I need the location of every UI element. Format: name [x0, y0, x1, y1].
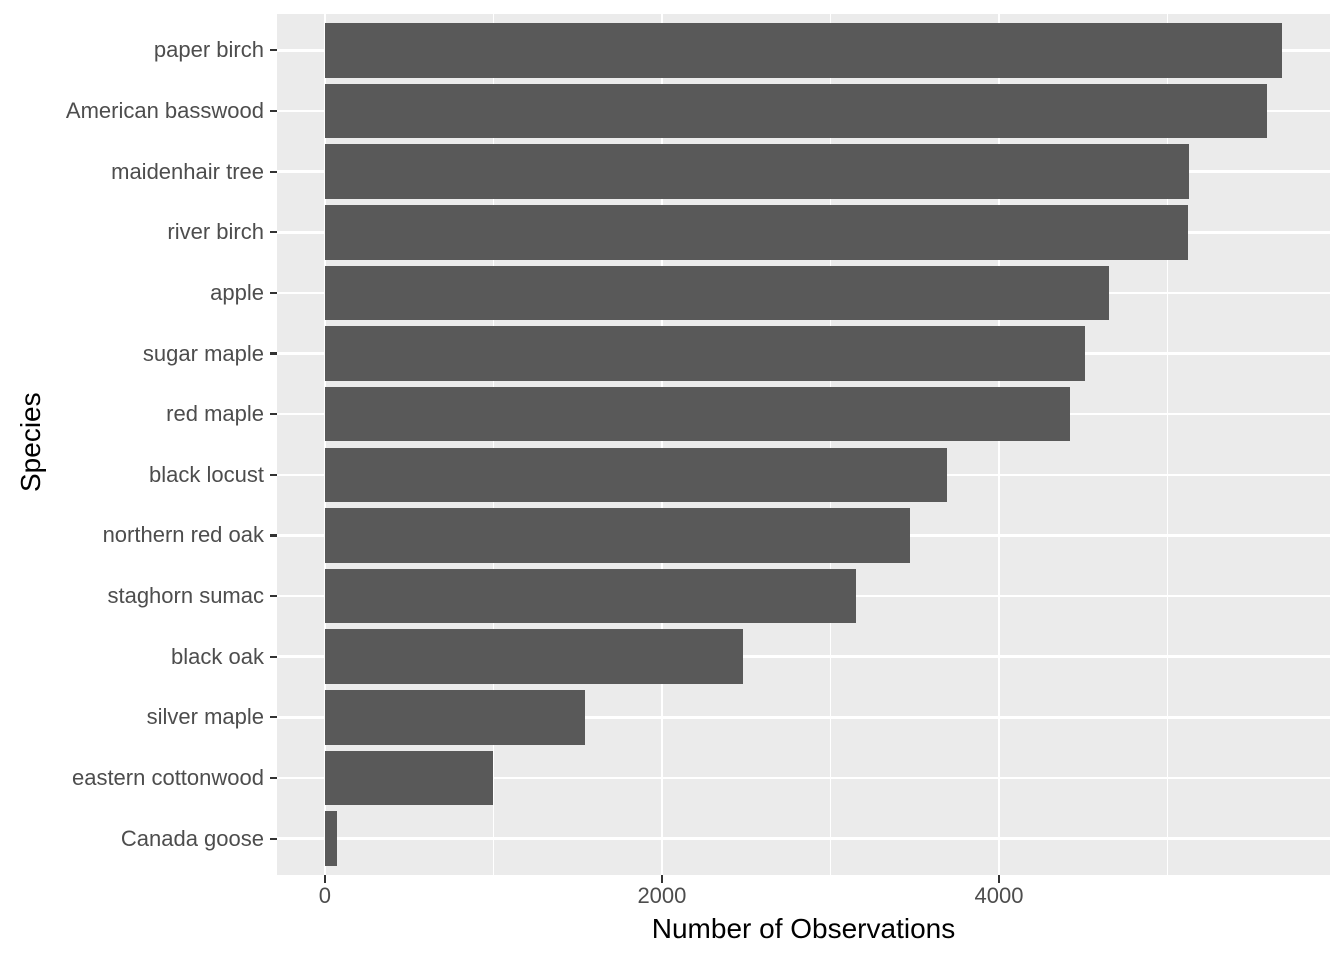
bar-silver-maple [324, 690, 586, 745]
y-axis-tick [270, 473, 277, 476]
y-axis-tick-label: eastern cottonwood [71, 764, 264, 790]
y-axis-tick-label: sugar maple [142, 340, 264, 366]
y-axis-tick [270, 776, 277, 780]
y-axis-tick [270, 352, 277, 355]
x-major-gridline [997, 14, 1001, 875]
y-axis-tick [270, 594, 277, 598]
bar-american-basswood [324, 83, 1267, 139]
y-axis-tick-label: river birch [167, 219, 264, 245]
y-axis-tick [270, 291, 277, 294]
y-major-gridline [277, 655, 1330, 658]
y-axis-tick-label: maidenhair tree [111, 158, 264, 184]
bar-canada-goose [324, 811, 338, 866]
y-major-gridline [277, 776, 1330, 780]
y-axis-tick-label: American basswood [65, 98, 264, 123]
y-major-gridline [277, 716, 1330, 719]
y-major-gridline [277, 837, 1330, 840]
bar-river-birch [324, 204, 1188, 260]
bar-paper-birch [324, 23, 1283, 78]
x-axis-tick [660, 875, 664, 883]
x-axis-title: Number of Observations [651, 913, 956, 944]
y-axis-tick-label: apple [210, 279, 264, 305]
y-axis-tick [270, 109, 277, 113]
y-axis-tick-label: northern red oak [102, 522, 264, 548]
x-axis-tick-label: 0 [318, 883, 331, 908]
bar-apple [324, 265, 1109, 321]
x-major-gridline [323, 14, 327, 875]
x-minor-gridline [492, 14, 495, 875]
x-minor-gridline [829, 14, 832, 875]
y-axis-tick-label: paper birch [153, 37, 264, 63]
y-axis-tick-label: red maple [166, 401, 264, 427]
x-axis-tick [997, 875, 1001, 883]
bar-staghorn-sumac [324, 568, 856, 624]
x-axis-tick-label: 4000 [974, 883, 1024, 908]
y-axis-tick-label: silver maple [146, 704, 264, 730]
y-axis-tick [270, 170, 277, 173]
y-axis-tick-label: black oak [171, 643, 264, 669]
y-axis-tick [270, 231, 277, 234]
bar-sugar-maple [324, 326, 1085, 381]
y-axis-tick [270, 413, 277, 416]
x-major-gridline [660, 14, 664, 875]
x-minor-gridline [1166, 14, 1169, 875]
y-axis-tick [270, 655, 277, 658]
y-axis-tick-label: Canada goose [120, 825, 264, 851]
bar-black-oak [324, 629, 743, 684]
y-axis-tick-label: black locust [149, 461, 264, 487]
y-axis-tick [270, 716, 277, 719]
x-axis-tick [323, 875, 326, 883]
y-axis-tick-label: staghorn sumac [107, 583, 264, 609]
bar-northern-red-oak [324, 508, 910, 563]
bar-eastern-cottonwood [324, 750, 494, 806]
bar-maidenhair-tree [324, 144, 1190, 199]
y-axis-tick [270, 534, 277, 537]
y-axis-tick [270, 49, 277, 52]
bar-red-maple [324, 386, 1070, 442]
bar-black-locust [324, 447, 947, 503]
plot-panel [277, 14, 1330, 875]
x-axis-tick-label: 2000 [637, 883, 687, 908]
y-axis-tick [270, 837, 277, 840]
